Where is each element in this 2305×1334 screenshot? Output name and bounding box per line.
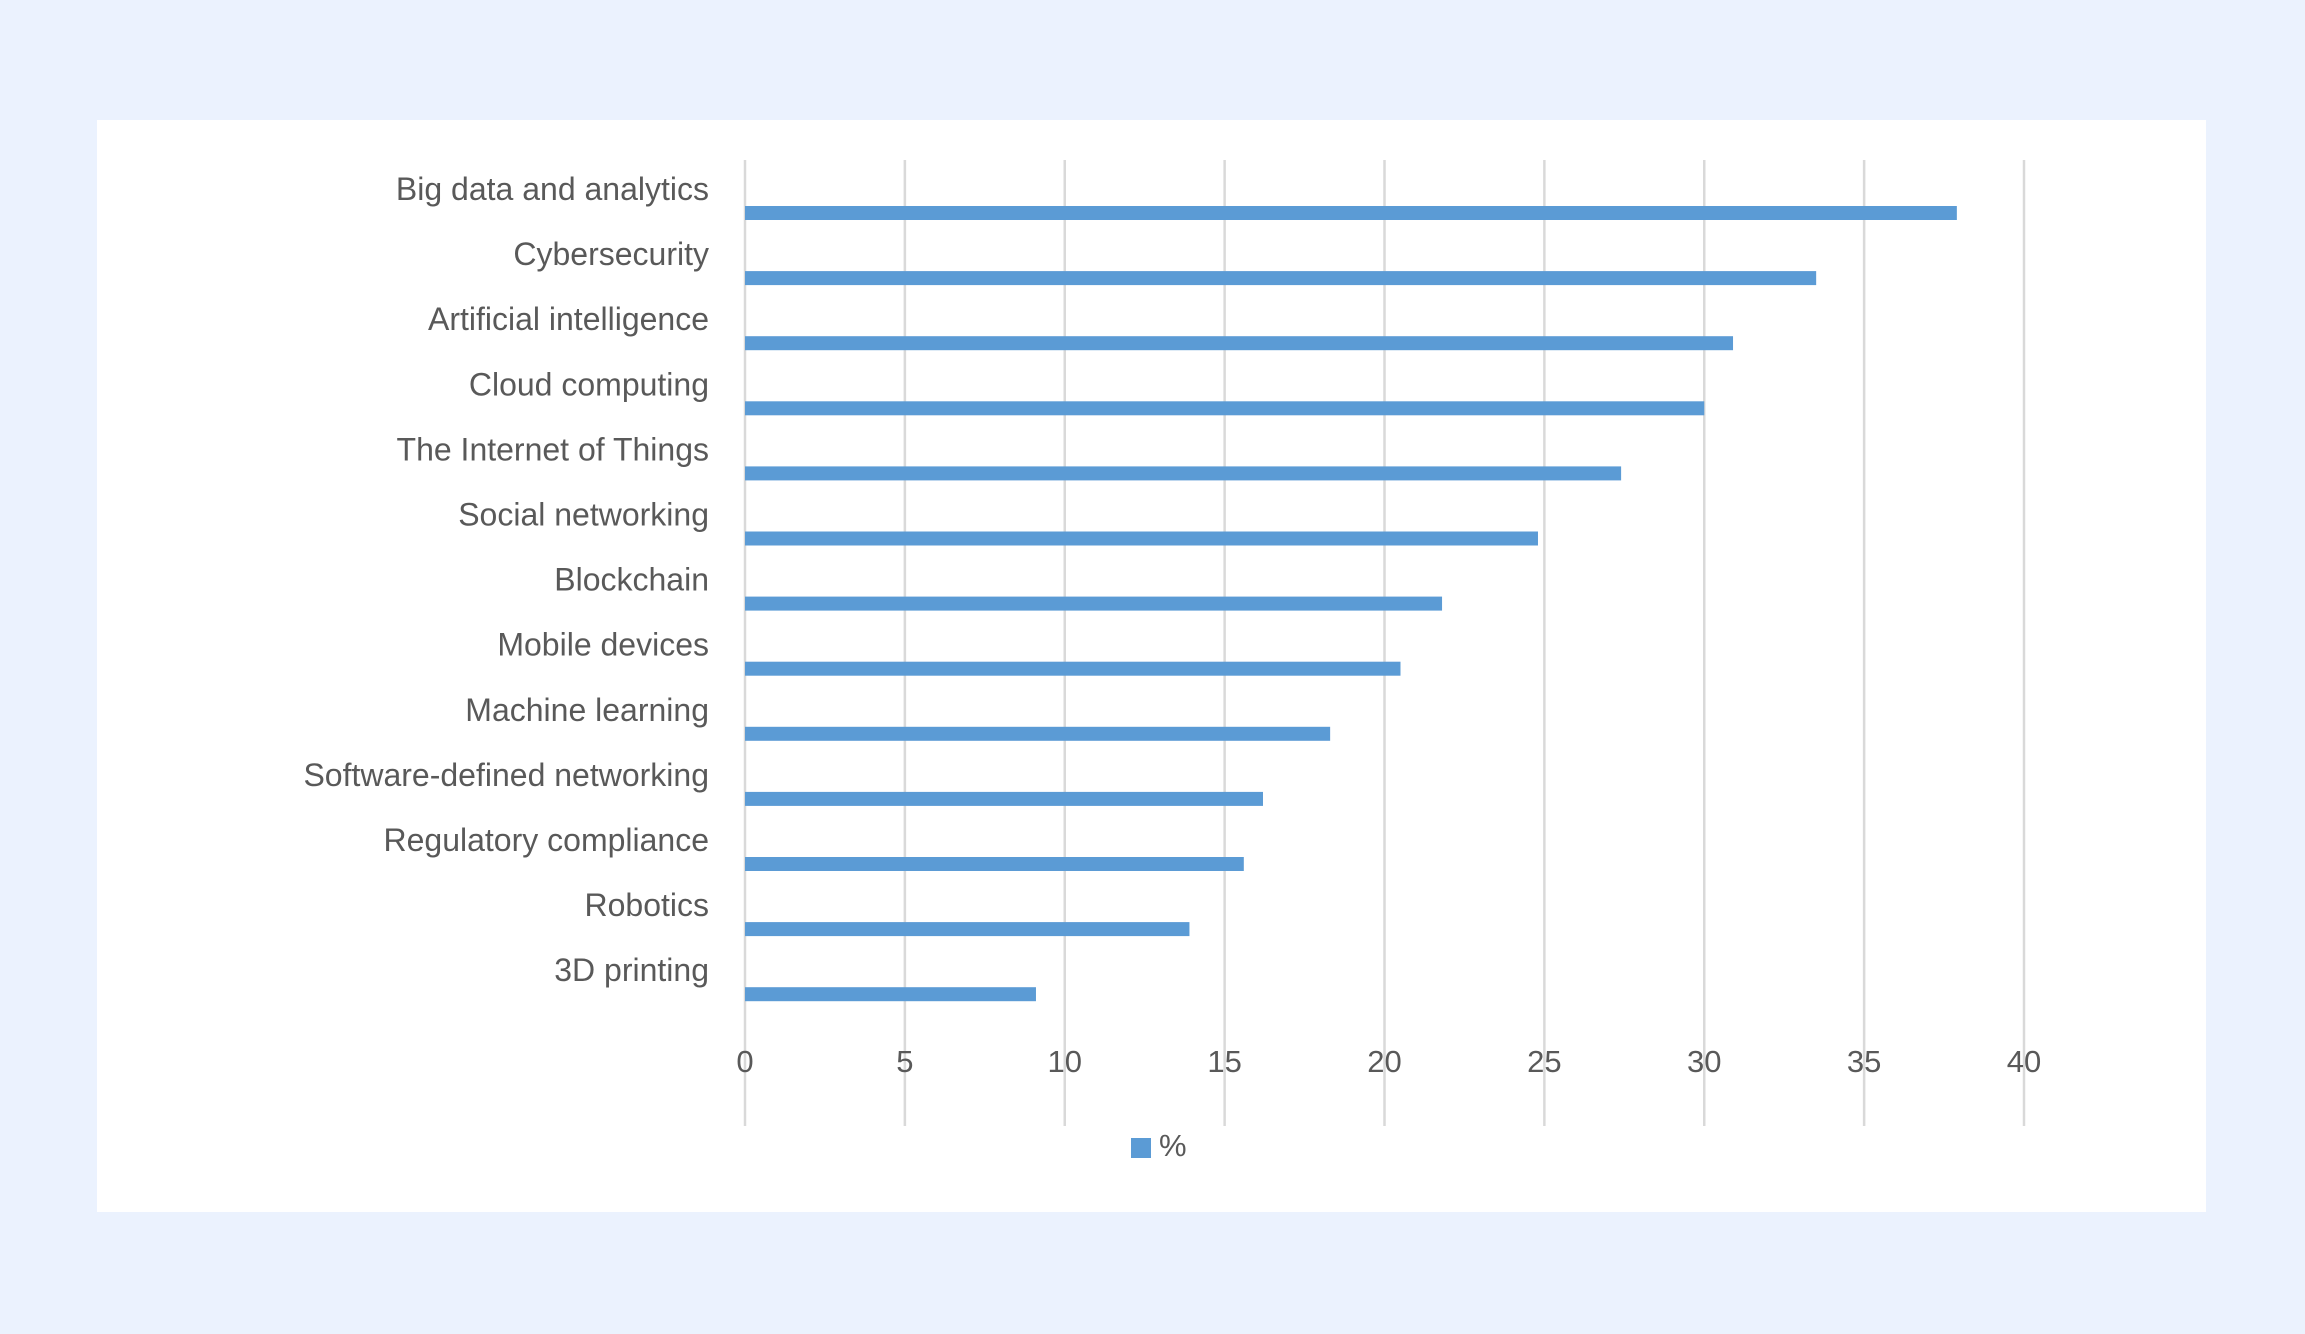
legend-swatch	[1131, 1138, 1151, 1158]
category-label: Cloud computing	[469, 366, 709, 402]
bar-chart: Big data and analytics Cybersecurity Artif…	[303, 160, 2041, 1163]
category-labels: Big data and analytics Cybersecurity Artif…	[303, 171, 709, 988]
category-label: Robotics	[585, 887, 710, 923]
x-tick-label: 0	[736, 1044, 753, 1079]
bar	[745, 857, 1244, 871]
chart-card: Big data and analytics Cybersecurity Artif…	[97, 120, 2206, 1212]
category-label: Machine learning	[465, 692, 709, 728]
category-label: Blockchain	[554, 562, 709, 598]
category-label: Big data and analytics	[396, 171, 709, 207]
category-label: Software-defined networking	[303, 757, 709, 793]
category-label: The Internet of Things	[397, 431, 709, 467]
bar	[745, 206, 1957, 220]
x-tick-label: 30	[1687, 1044, 1721, 1079]
x-tick-labels: 0 5 10 15 20 25 30 35 40	[736, 1044, 2041, 1079]
gridlines	[743, 160, 2026, 1126]
bar	[745, 466, 1622, 481]
bar	[745, 531, 1538, 546]
category-label: Mobile devices	[497, 627, 709, 663]
x-tick-label: 40	[2007, 1044, 2041, 1079]
category-label: Artificial intelligence	[428, 301, 709, 337]
legend: %	[1131, 1128, 1187, 1163]
category-label: Cybersecurity	[513, 236, 709, 272]
category-label: Regulatory compliance	[384, 822, 710, 858]
x-tick-label: 35	[1847, 1044, 1881, 1079]
bar	[745, 987, 1036, 1002]
bar	[745, 726, 1331, 741]
bar	[745, 401, 1705, 416]
category-label: Social networking	[458, 497, 709, 533]
legend-label: %	[1159, 1128, 1187, 1163]
bar	[745, 791, 1263, 806]
x-tick-label: 10	[1048, 1044, 1082, 1079]
bar	[745, 271, 1817, 286]
bar	[745, 922, 1190, 937]
bars	[745, 206, 1957, 1002]
bar	[745, 336, 1734, 351]
x-tick-label: 25	[1527, 1044, 1561, 1079]
x-tick-label: 15	[1207, 1044, 1241, 1079]
bar	[745, 661, 1401, 676]
x-tick-label: 5	[896, 1044, 913, 1079]
bar	[745, 596, 1443, 611]
category-label: 3D printing	[554, 952, 709, 988]
x-tick-label: 20	[1367, 1044, 1401, 1079]
